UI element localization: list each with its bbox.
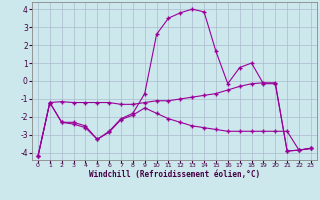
- X-axis label: Windchill (Refroidissement éolien,°C): Windchill (Refroidissement éolien,°C): [89, 170, 260, 179]
